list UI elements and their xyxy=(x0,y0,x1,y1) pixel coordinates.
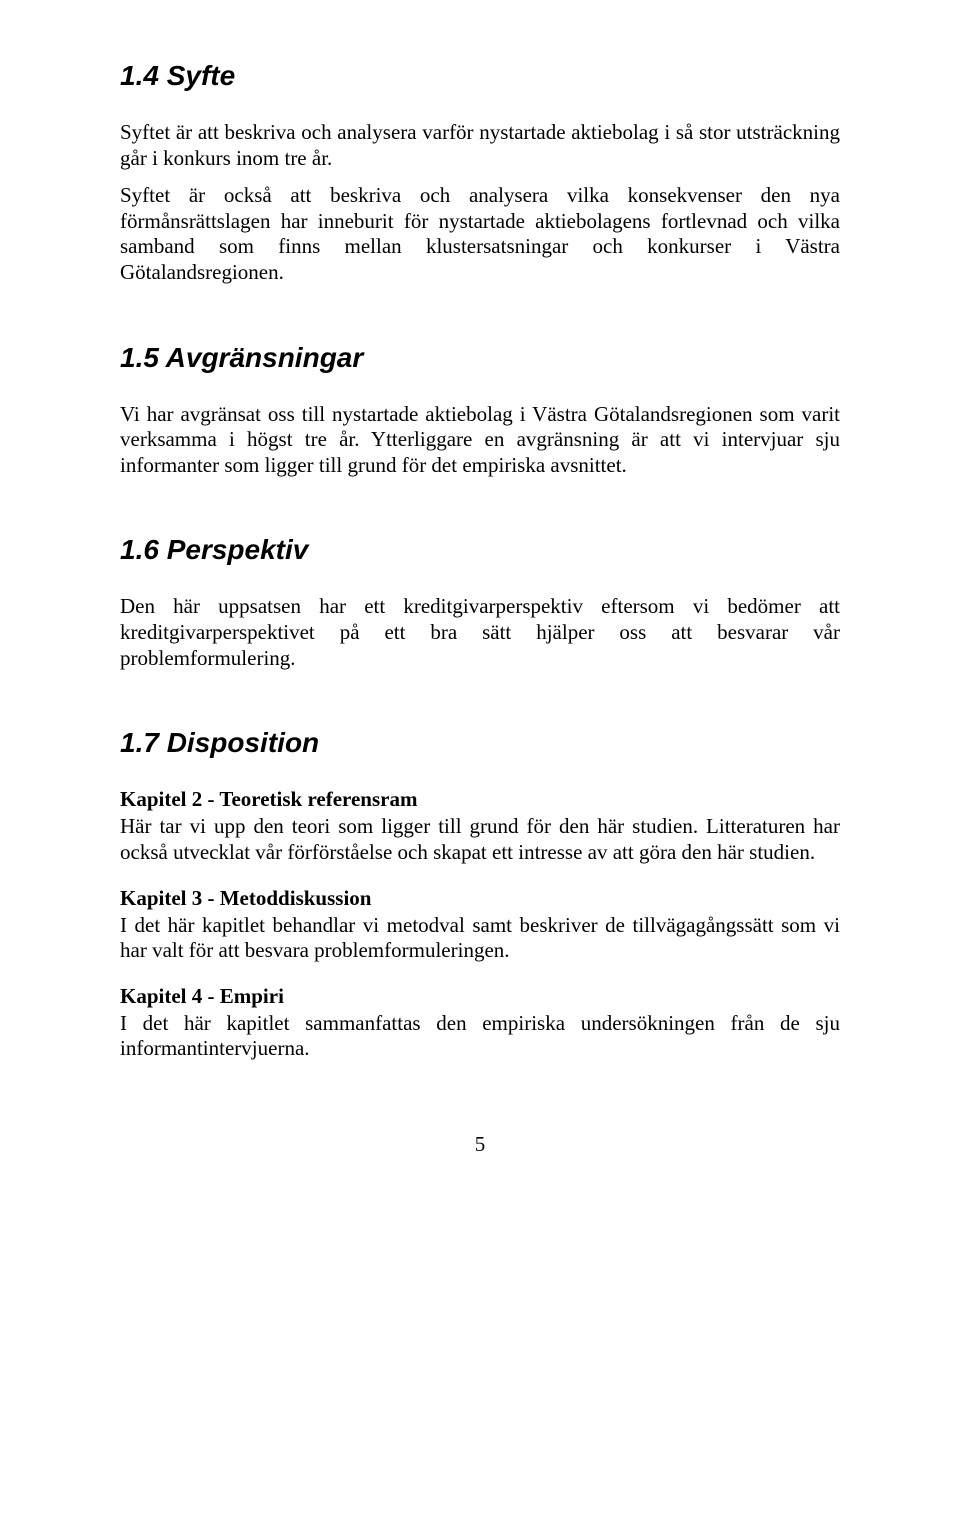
section-1-4: 1.4 Syfte Syftet är att beskriva och ana… xyxy=(120,60,840,286)
paragraph: Syftet är att beskriva och analysera var… xyxy=(120,120,840,171)
heading-1-4: 1.4 Syfte xyxy=(120,60,840,92)
chapter-text: I det här kapitlet behandlar vi metodval… xyxy=(120,913,840,964)
page-number: 5 xyxy=(120,1132,840,1157)
heading-1-7: 1.7 Disposition xyxy=(120,727,840,759)
chapter-title: Kapitel 2 - Teoretisk referensram xyxy=(120,787,840,812)
chapter-title: Kapitel 4 - Empiri xyxy=(120,984,840,1009)
chapter-title: Kapitel 3 - Metoddiskussion xyxy=(120,886,840,911)
section-1-7: 1.7 Disposition Kapitel 2 - Teoretisk re… xyxy=(120,727,840,1062)
heading-1-5: 1.5 Avgränsningar xyxy=(120,342,840,374)
paragraph: Syftet är också att beskriva och analyse… xyxy=(120,183,840,285)
paragraph: Den här uppsatsen har ett kreditgivarper… xyxy=(120,594,840,671)
paragraph: Vi har avgränsat oss till nystartade akt… xyxy=(120,402,840,479)
heading-1-6: 1.6 Perspektiv xyxy=(120,534,840,566)
section-1-5: 1.5 Avgränsningar Vi har avgränsat oss t… xyxy=(120,342,840,479)
chapter-text: I det här kapitlet sammanfattas den empi… xyxy=(120,1011,840,1062)
chapter-text: Här tar vi upp den teori som ligger till… xyxy=(120,814,840,865)
section-1-6: 1.6 Perspektiv Den här uppsatsen har ett… xyxy=(120,534,840,671)
